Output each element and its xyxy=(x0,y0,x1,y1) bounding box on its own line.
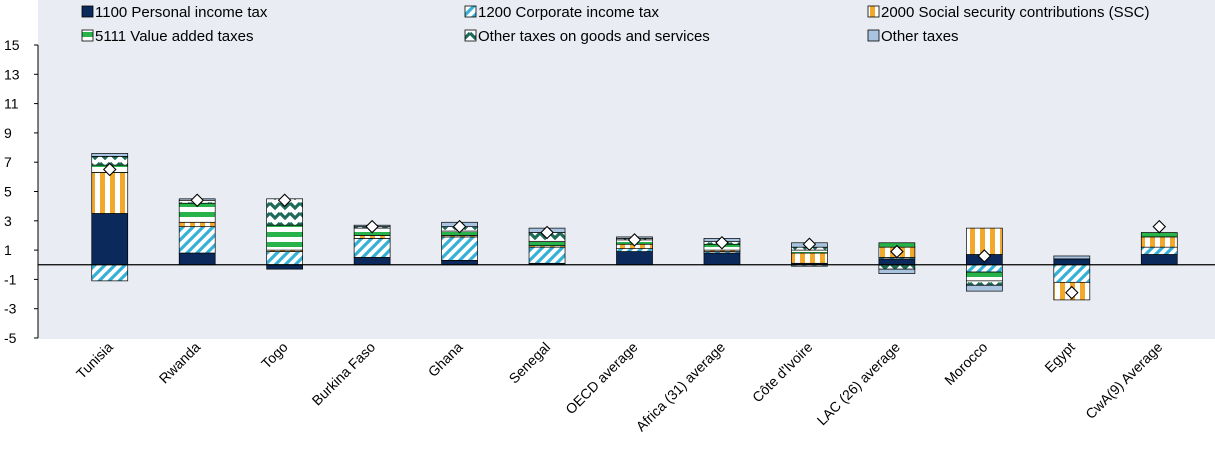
legend-label: 1100 Personal income tax xyxy=(95,4,268,21)
bar-segment xyxy=(266,224,304,251)
bar-segment xyxy=(91,264,129,282)
total-marker xyxy=(977,249,992,263)
y-tick-label: 13 xyxy=(4,66,20,82)
bar-segment xyxy=(178,226,216,254)
legend-swatch xyxy=(81,5,94,18)
bar-segment xyxy=(353,235,391,239)
legend: 1100 Personal income tax 1200 Corporate i… xyxy=(81,4,1149,45)
y-tick-label: -1 xyxy=(4,271,17,287)
bar-segment xyxy=(91,213,129,266)
bar-segment xyxy=(965,271,1003,282)
y-tick-label: 3 xyxy=(4,213,12,229)
bar-segment xyxy=(878,268,916,274)
bar-segment xyxy=(791,252,828,264)
y-tick-label: 15 xyxy=(4,37,20,53)
legend-swatch xyxy=(81,29,94,42)
y-tick-label: 9 xyxy=(4,125,12,141)
bar-segment xyxy=(528,246,566,264)
bar-segment xyxy=(965,280,1003,286)
bar-segment xyxy=(1140,236,1178,248)
total-marker xyxy=(1065,285,1079,300)
total-marker xyxy=(102,162,117,177)
bar-segment xyxy=(266,264,304,270)
total-marker xyxy=(890,244,904,259)
bar-segment xyxy=(1053,264,1091,283)
total-markers xyxy=(102,162,1167,300)
bar-segment xyxy=(353,257,391,266)
y-tick-label: -5 xyxy=(4,330,17,346)
bar-segment xyxy=(878,258,916,266)
legend-label: 5111 Value added taxes xyxy=(95,28,253,45)
bar-segment xyxy=(1140,254,1178,266)
legend-swatch xyxy=(867,29,880,42)
total-marker xyxy=(452,219,467,234)
total-marker xyxy=(190,193,204,208)
bar-segment xyxy=(353,238,391,258)
bar-segment xyxy=(1140,246,1178,255)
total-marker xyxy=(627,233,642,247)
bar-segment xyxy=(528,240,566,247)
bar-segment xyxy=(178,221,216,228)
y-tick-label: 7 xyxy=(4,154,12,170)
bar-segment xyxy=(616,251,653,266)
legend-label: 2000 Social security contributions (SSC) xyxy=(881,4,1149,21)
bar-segment xyxy=(178,252,216,266)
bar-segment xyxy=(1053,255,1091,260)
plot-area xyxy=(38,0,1215,339)
legend-label: Other taxes on goods and services xyxy=(478,28,710,45)
legend-label: Other taxes xyxy=(881,28,959,45)
y-tick-label: 1 xyxy=(4,242,12,258)
total-marker xyxy=(277,193,292,208)
bar-segment xyxy=(703,252,741,266)
bar-segment xyxy=(266,251,304,266)
total-marker xyxy=(715,235,729,250)
bar-segment xyxy=(965,284,1003,292)
legend-swatch xyxy=(867,5,880,18)
bar-segment xyxy=(91,153,129,157)
legend-swatch xyxy=(464,5,477,18)
bar-segment xyxy=(878,264,916,270)
y-tick-label: 5 xyxy=(4,184,12,200)
bar-segment xyxy=(91,172,129,214)
bar-segment xyxy=(616,248,653,252)
bar-segment xyxy=(965,264,1003,273)
y-tick-label: -3 xyxy=(4,301,17,317)
bar-segment xyxy=(1053,258,1091,266)
bar-segment xyxy=(441,260,478,266)
total-marker xyxy=(802,237,817,252)
total-marker xyxy=(1152,219,1167,234)
y-tick-label: 11 xyxy=(4,96,19,112)
legend-swatch xyxy=(464,29,477,42)
total-marker xyxy=(540,225,554,240)
legend-label: 1200 Corporate income tax xyxy=(478,4,659,21)
bar-segment xyxy=(441,236,478,261)
total-marker xyxy=(365,219,379,234)
